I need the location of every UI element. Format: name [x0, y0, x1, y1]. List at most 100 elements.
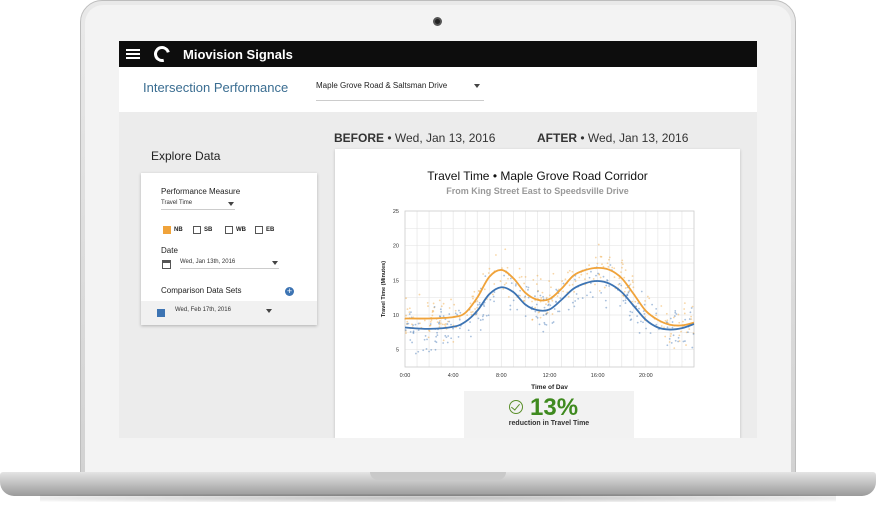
direction-label: NB	[174, 227, 183, 233]
scatter-point	[581, 297, 584, 299]
direction-nb-checkbox[interactable]: NB	[163, 226, 183, 234]
scatter-point	[408, 311, 411, 314]
scatter-point	[664, 335, 667, 338]
scatter-point	[407, 322, 410, 325]
scatter-point	[606, 279, 609, 282]
scatter-point	[442, 342, 445, 344]
scatter-point	[636, 321, 639, 324]
scatter-point	[604, 299, 607, 302]
scatter-point	[448, 320, 451, 323]
scatter-point	[631, 279, 634, 282]
scatter-point	[594, 256, 597, 259]
scatter-point	[514, 284, 517, 287]
date-select[interactable]: Wed, Jan 13th, 2016	[180, 259, 279, 269]
scatter-point	[512, 299, 515, 302]
scatter-point	[432, 310, 435, 313]
comparison-date-select[interactable]: Wed, Feb 17th, 2016	[175, 307, 273, 317]
direction-sb-checkbox[interactable]: SB	[193, 226, 212, 234]
scatter-point	[439, 308, 442, 311]
scatter-point	[643, 303, 646, 306]
scatter-point	[573, 305, 576, 308]
scatter-point	[423, 338, 426, 341]
scatter-point	[683, 302, 686, 305]
scatter-point	[634, 300, 637, 303]
scatter-point	[476, 300, 479, 303]
y-tick-label: 10	[393, 313, 399, 319]
scatter-point	[450, 337, 453, 340]
add-comparison-icon[interactable]: +	[285, 286, 294, 296]
scatter-point	[428, 350, 430, 353]
scatter-point	[592, 278, 595, 280]
scatter-point	[629, 310, 632, 313]
scatter-point	[525, 285, 528, 288]
scatter-point	[539, 316, 542, 319]
scatter-point	[674, 339, 677, 342]
scatter-point	[538, 323, 541, 326]
scatter-point	[445, 336, 448, 339]
scatter-point	[688, 328, 691, 330]
scatter-point	[474, 308, 476, 310]
x-axis-label: Time of Day	[531, 384, 568, 389]
scatter-point	[621, 266, 623, 269]
scatter-point	[483, 305, 486, 307]
scatter-point	[598, 273, 601, 275]
x-tick-label: 12:00	[543, 373, 557, 379]
scatter-point	[575, 293, 578, 295]
calendar-icon[interactable]	[162, 260, 171, 269]
scatter-point	[501, 267, 503, 270]
scatter-point	[608, 258, 610, 261]
scatter-point	[447, 320, 449, 323]
scatter-point	[469, 302, 472, 305]
scatter-point	[493, 300, 495, 303]
scatter-point	[571, 283, 574, 286]
scatter-point	[450, 323, 452, 326]
chevron-down-icon	[266, 309, 272, 313]
scatter-point	[523, 299, 526, 302]
scatter-point	[518, 267, 521, 270]
scatter-point	[620, 271, 622, 274]
scatter-point	[429, 324, 432, 327]
scatter-point	[678, 334, 681, 337]
scatter-point	[483, 288, 486, 291]
app-title: Miovision Signals	[183, 46, 293, 62]
menu-icon[interactable]	[126, 49, 140, 59]
scatter-point	[613, 276, 616, 279]
comparison-checkbox-icon[interactable]	[157, 309, 165, 317]
scatter-point	[689, 311, 692, 314]
scatter-point	[685, 344, 687, 346]
scatter-point	[405, 332, 407, 334]
scatter-point	[564, 278, 567, 281]
scatter-point	[574, 300, 577, 302]
scatter-point	[477, 289, 480, 292]
scatter-point	[475, 313, 478, 316]
scatter-point	[542, 330, 545, 333]
scatter-point	[668, 337, 671, 340]
y-tick-label: 25	[393, 209, 399, 215]
scatter-point	[534, 306, 537, 309]
scatter-point	[539, 294, 542, 297]
scatter-point	[629, 319, 632, 322]
scatter-point	[409, 339, 412, 341]
scatter-point	[644, 300, 646, 302]
date-value: Wed, Jan 13th, 2016	[180, 259, 236, 265]
scatter-point	[632, 281, 634, 284]
scatter-point	[452, 327, 454, 330]
direction-eb-checkbox[interactable]: EB	[255, 226, 274, 234]
scatter-point	[438, 299, 441, 302]
scatter-point	[622, 299, 625, 302]
scatter-point	[466, 314, 469, 317]
scatter-point	[603, 286, 606, 289]
scatter-point	[655, 323, 658, 326]
scatter-point	[602, 275, 605, 278]
performance-measure-select[interactable]: Travel Time	[161, 200, 235, 210]
intersection-select[interactable]: Maple Grove Road & Saltsman Drive	[316, 80, 484, 101]
x-tick-label: 16:00	[591, 373, 605, 379]
scatter-point	[438, 326, 441, 328]
scatter-point	[506, 266, 509, 269]
scatter-point	[473, 290, 476, 293]
scatter-point	[562, 282, 565, 285]
laptop-notch	[370, 472, 506, 480]
direction-wb-checkbox[interactable]: WB	[225, 226, 246, 234]
scatter-point	[557, 310, 559, 313]
scatter-point	[417, 329, 420, 332]
